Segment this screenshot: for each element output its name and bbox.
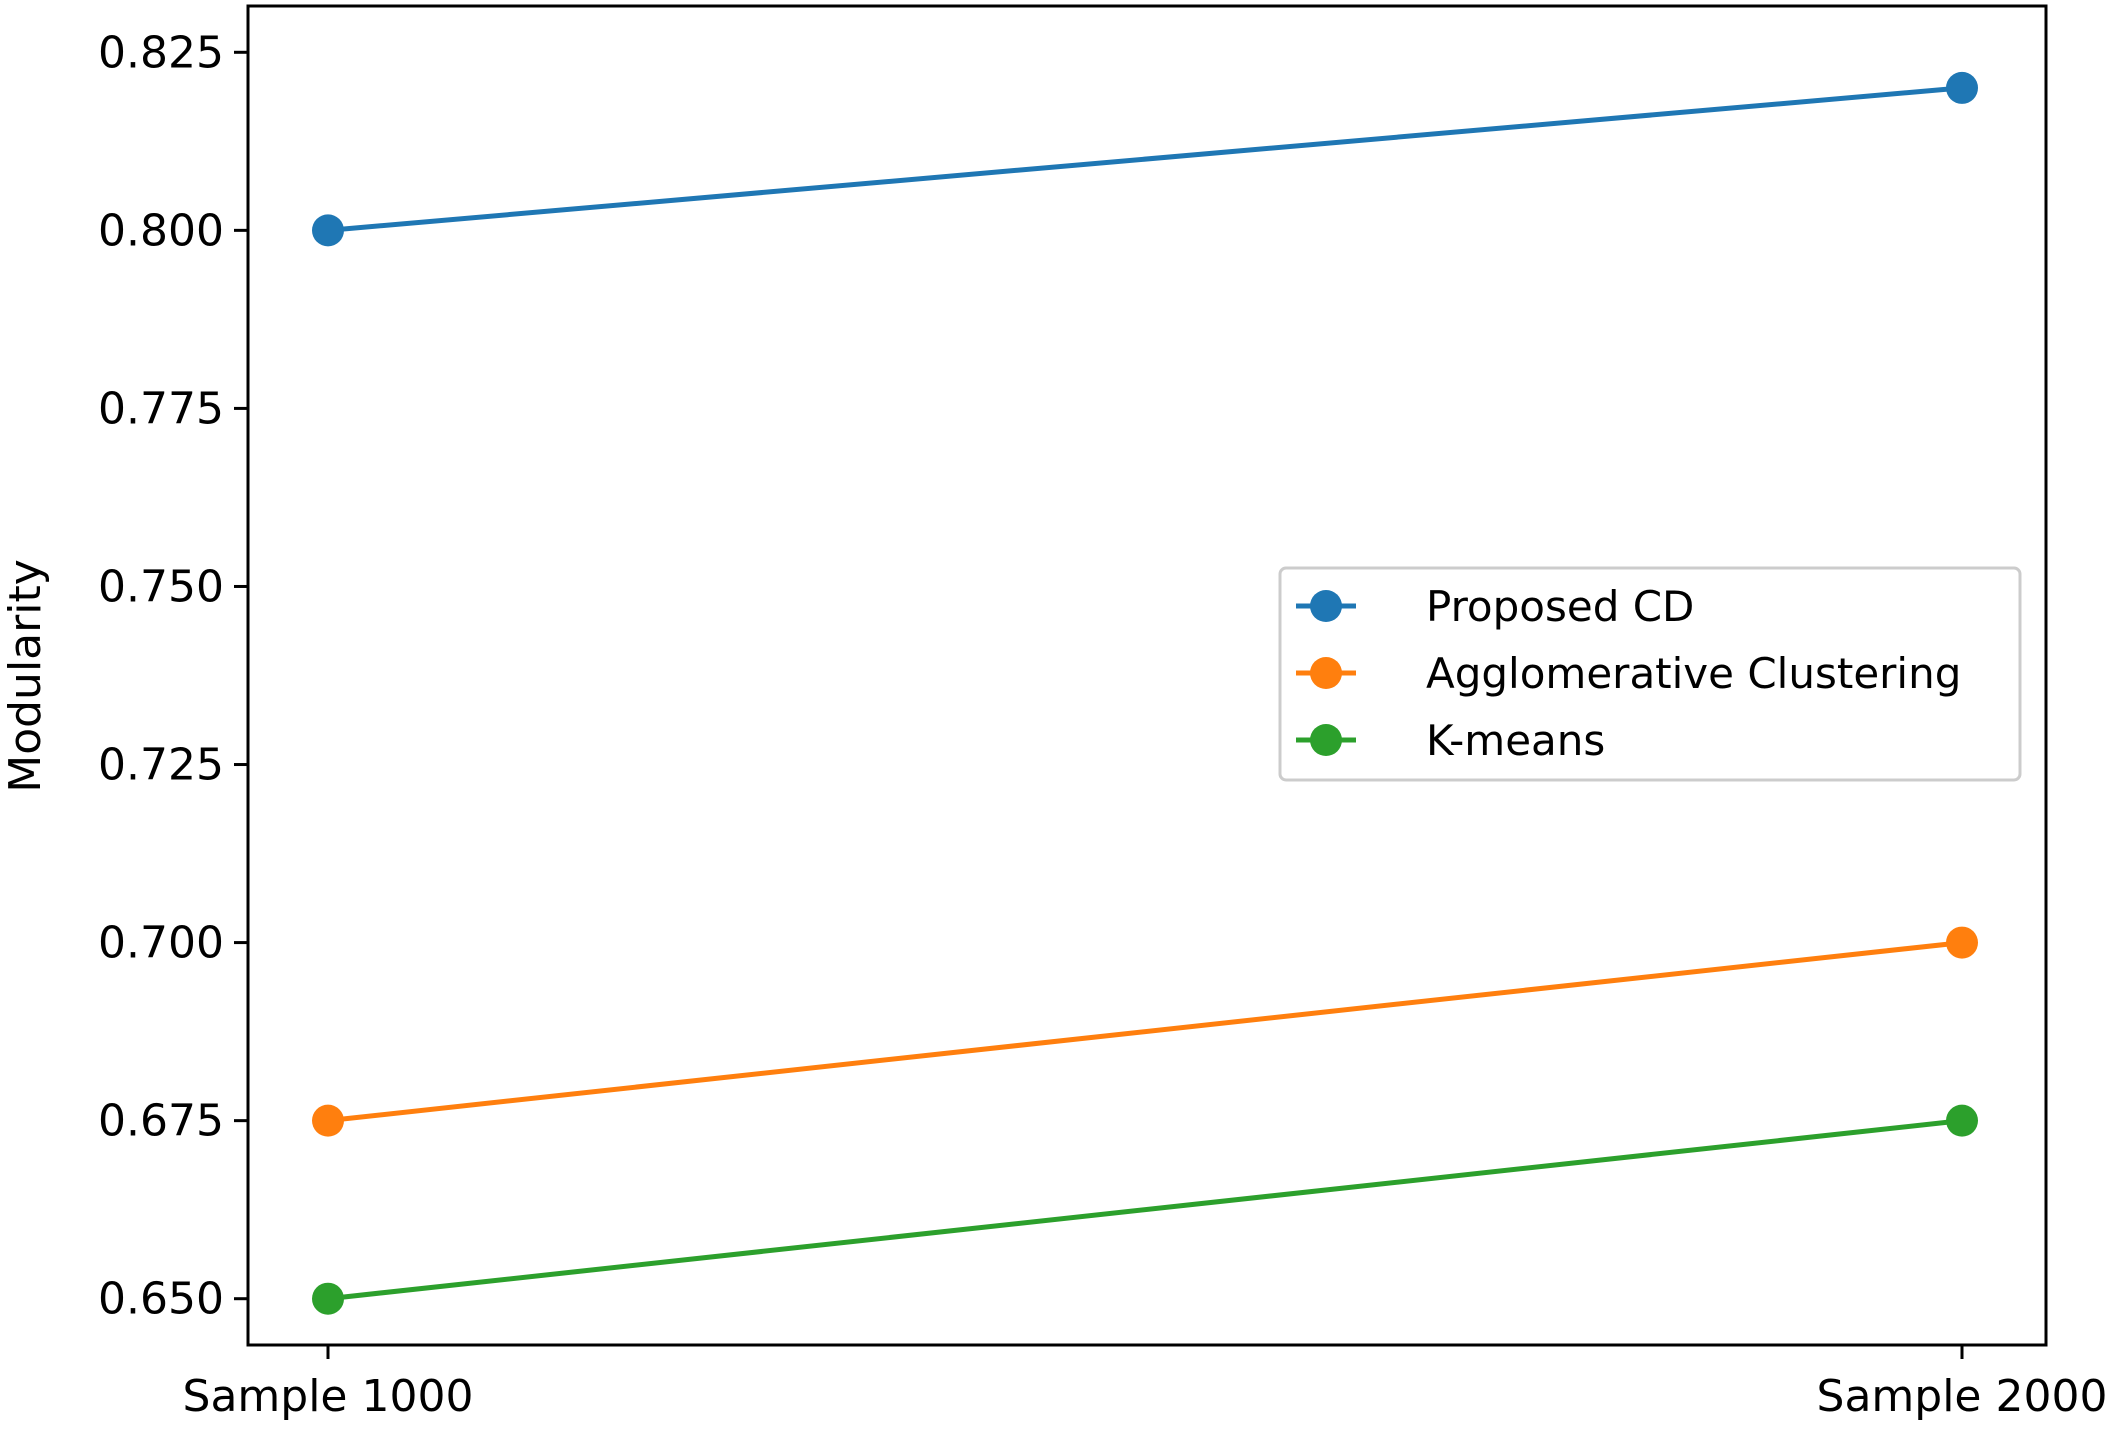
legend-marker (1310, 657, 1342, 689)
y-tick-label: 0.800 (98, 205, 224, 256)
data-point (1946, 1104, 1978, 1137)
legend-label: K-means (1426, 716, 1605, 765)
series-line (327, 940, 1963, 1124)
legend-box (1278, 566, 2022, 782)
x-tick-label: Sample 2000 (1817, 1371, 2108, 1422)
data-point (1946, 71, 1978, 104)
y-tick-label: 0.750 (98, 561, 224, 612)
series-layer (312, 71, 1978, 1315)
data-point (312, 214, 344, 247)
legend-label: Agglomerative Clustering (1426, 649, 1961, 698)
data-point (1946, 926, 1978, 959)
y-axis-label: Modularity (0, 559, 51, 793)
legend: Proposed CD Agglomerative Clustering K-mea… (1278, 566, 2022, 782)
series-line (327, 85, 1963, 233)
legend-marker (1310, 724, 1342, 756)
y-tick-label: 0.675 (98, 1096, 224, 1147)
data-point (312, 1282, 344, 1315)
y-tick-label: 0.775 (98, 383, 224, 434)
y-tick-label: 0.650 (98, 1274, 224, 1325)
x-tick-label: Sample 1000 (183, 1371, 474, 1422)
y-tick-label: 0.725 (98, 740, 224, 791)
y-tick-label: 0.700 (98, 918, 224, 969)
data-point (312, 1104, 344, 1137)
plot-frame (246, 4, 2048, 1347)
legend-marker (1310, 590, 1342, 622)
legend-label: Proposed CD (1426, 582, 1694, 631)
series-line (327, 1118, 1963, 1302)
y-axis: 0.650 0.675 0.700 0.725 0.750 0.775 0.800 0.825 (98, 27, 248, 1325)
x-axis: Sample 1000 Sample 2000 (183, 1345, 2108, 1422)
y-tick-label: 0.825 (98, 27, 224, 78)
